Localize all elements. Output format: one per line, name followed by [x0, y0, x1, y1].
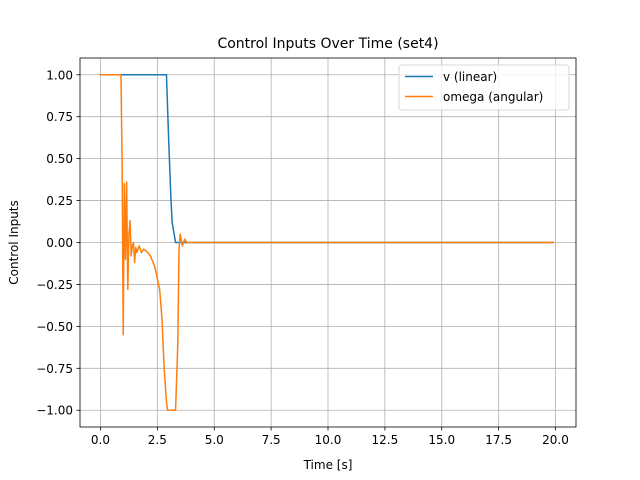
- x-tick-label: 17.5: [485, 433, 512, 447]
- x-tick-label: 20.0: [542, 433, 569, 447]
- y-tick-label: −1.00: [36, 404, 73, 418]
- chart-title: Control Inputs Over Time (set4): [217, 36, 438, 52]
- series-line-1: [99, 74, 554, 411]
- x-tick-label: 0.0: [91, 433, 110, 447]
- y-tick-label: −0.50: [36, 320, 73, 334]
- y-tick-label: 0.00: [46, 236, 73, 250]
- x-tick-label: 10.0: [315, 433, 342, 447]
- y-tick-label: 1.00: [46, 68, 73, 82]
- legend: v (linear) omega (angular): [398, 64, 570, 111]
- y-tick-label: 0.50: [46, 152, 73, 166]
- legend-box: [398, 64, 570, 111]
- x-tick-label: 5.0: [205, 433, 224, 447]
- x-tick-label: 15.0: [428, 433, 455, 447]
- y-axis-label: Control Inputs: [7, 200, 21, 285]
- series-line-0: [99, 74, 554, 244]
- x-tick-label: 2.5: [148, 433, 167, 447]
- y-tick-label: −0.75: [36, 362, 73, 376]
- x-tick-label: 7.5: [262, 433, 281, 447]
- y-tick-label: −0.25: [36, 278, 73, 292]
- ticks: 0.0 2.5 5.0 7.5 10.0 12.5 15.0 17.5 20.0 −1.00 −0.…: [36, 68, 569, 447]
- y-tick-label: 0.25: [46, 194, 73, 208]
- series-layer: [99, 74, 554, 411]
- legend-label: omega (angular): [443, 90, 543, 104]
- legend-label: v (linear): [443, 70, 497, 84]
- x-tick-label: 12.5: [372, 433, 399, 447]
- y-tick-label: 0.75: [46, 110, 73, 124]
- x-axis-label: Time [s]: [303, 458, 353, 472]
